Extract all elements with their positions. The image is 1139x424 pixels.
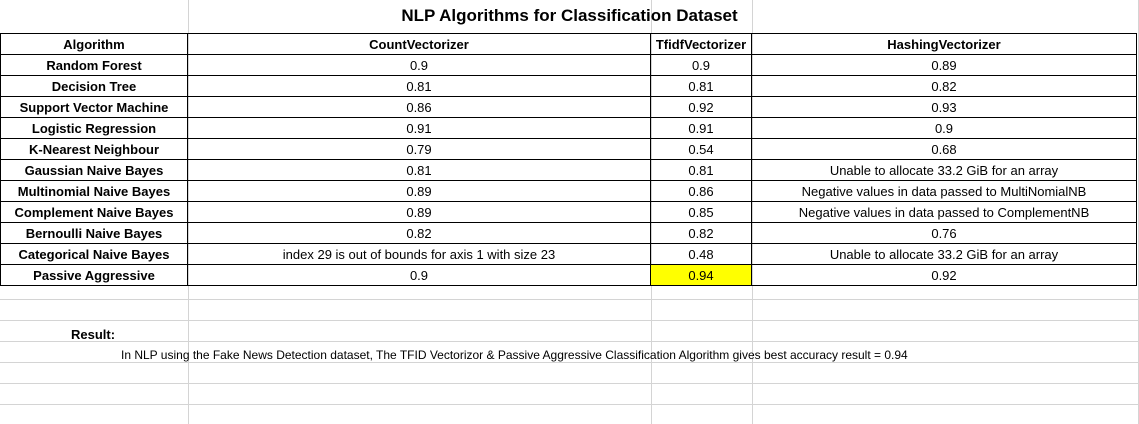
hashingvectorizer-cell[interactable]: 0.92: [751, 264, 1137, 286]
hashingvectorizer-cell[interactable]: Negative values in data passed to Comple…: [751, 201, 1137, 223]
countvectorizer-cell[interactable]: index 29 is out of bounds for axis 1 wit…: [187, 243, 651, 265]
table-row: Complement Naive Bayes 0.89 0.85 Negative v…: [0, 201, 1137, 223]
countvectorizer-cell[interactable]: 0.79: [187, 138, 651, 160]
tfidfvectorizer-cell[interactable]: 0.85: [650, 201, 752, 223]
algorithm-cell[interactable]: Passive Aggressive: [0, 264, 188, 286]
table-row: Bernoulli Naive Bayes 0.82 0.82 0.76: [0, 222, 1137, 244]
hashingvectorizer-cell[interactable]: 0.68: [751, 138, 1137, 160]
table-row: Categorical Naive Bayes index 29 is out o…: [0, 243, 1137, 265]
result-text: In NLP using the Fake News Detection dat…: [121, 348, 908, 362]
table-row: Logistic Regression 0.91 0.91 0.9: [0, 117, 1137, 139]
algorithm-cell[interactable]: Support Vector Machine: [0, 96, 188, 118]
countvectorizer-cell[interactable]: 0.91: [187, 117, 651, 139]
table-row: K-Nearest Neighbour 0.79 0.54 0.68: [0, 138, 1137, 160]
grid-line: [0, 299, 1139, 300]
tfidfvectorizer-cell[interactable]: 0.54: [650, 138, 752, 160]
countvectorizer-cell[interactable]: 0.81: [187, 159, 651, 181]
hashingvectorizer-cell[interactable]: Unable to allocate 33.2 GiB for an array: [751, 159, 1137, 181]
algorithm-cell[interactable]: Gaussian Naive Bayes: [0, 159, 188, 181]
algorithm-cell[interactable]: Multinomial Naive Bayes: [0, 180, 188, 202]
table-row: Support Vector Machine 0.86 0.92 0.93: [0, 96, 1137, 118]
tfidfvectorizer-cell[interactable]: 0.9: [650, 54, 752, 76]
countvectorizer-cell[interactable]: 0.86: [187, 96, 651, 118]
tfidfvectorizer-cell[interactable]: 0.82: [650, 222, 752, 244]
hashingvectorizer-cell[interactable]: Unable to allocate 33.2 GiB for an array: [751, 243, 1137, 265]
hashingvectorizer-cell[interactable]: 0.9: [751, 117, 1137, 139]
tfidfvectorizer-cell[interactable]: 0.91: [650, 117, 752, 139]
header-countvectorizer[interactable]: CountVectorizer: [187, 33, 651, 55]
header-algorithm[interactable]: Algorithm: [0, 33, 188, 55]
table-row: Passive Aggressive 0.9 0.94 0.92: [0, 264, 1137, 286]
tfidfvectorizer-cell[interactable]: 0.86: [650, 180, 752, 202]
header-row: Algorithm CountVectorizer TfidfVectorize…: [0, 33, 1137, 55]
hashingvectorizer-cell[interactable]: 0.93: [751, 96, 1137, 118]
algorithm-cell[interactable]: Decision Tree: [0, 75, 188, 97]
hashingvectorizer-cell[interactable]: 0.89: [751, 54, 1137, 76]
grid-line: [0, 362, 1139, 363]
table-row: Random Forest 0.9 0.9 0.89: [0, 54, 1137, 76]
grid-line: [0, 404, 1139, 405]
table-row: Multinomial Naive Bayes 0.89 0.86 Negative …: [0, 180, 1137, 202]
algorithm-cell[interactable]: Bernoulli Naive Bayes: [0, 222, 188, 244]
algorithm-cell[interactable]: Categorical Naive Bayes: [0, 243, 188, 265]
tfidfvectorizer-cell[interactable]: 0.92: [650, 96, 752, 118]
countvectorizer-cell[interactable]: 0.81: [187, 75, 651, 97]
algorithm-cell[interactable]: K-Nearest Neighbour: [0, 138, 188, 160]
algorithm-cell[interactable]: Random Forest: [0, 54, 188, 76]
algorithm-cell[interactable]: Complement Naive Bayes: [0, 201, 188, 223]
countvectorizer-cell[interactable]: 0.89: [187, 180, 651, 202]
table-row: Decision Tree 0.81 0.81 0.82: [0, 75, 1137, 97]
result-label: Result:: [71, 327, 116, 342]
hashingvectorizer-cell[interactable]: 0.76: [751, 222, 1137, 244]
grid-line: [0, 320, 1139, 321]
tfidfvectorizer-cell[interactable]: 0.81: [650, 159, 752, 181]
grid-line: [0, 341, 1139, 342]
tfidfvectorizer-cell[interactable]: 0.94: [650, 264, 752, 286]
grid-line: [0, 383, 1139, 384]
table-row: Gaussian Naive Bayes 0.81 0.81 Unable to al…: [0, 159, 1137, 181]
countvectorizer-cell[interactable]: 0.9: [187, 264, 651, 286]
hashingvectorizer-cell[interactable]: Negative values in data passed to MultiN…: [751, 180, 1137, 202]
results-table: Algorithm CountVectorizer TfidfVectorize…: [0, 33, 1137, 286]
countvectorizer-cell[interactable]: 0.82: [187, 222, 651, 244]
sheet-title: NLP Algorithms for Classification Datase…: [401, 6, 738, 25]
tfidfvectorizer-cell[interactable]: 0.48: [650, 243, 752, 265]
header-tfidfvectorizer[interactable]: TfidfVectorizer: [650, 33, 752, 55]
header-hashingvectorizer[interactable]: HashingVectorizer: [751, 33, 1137, 55]
countvectorizer-cell[interactable]: 0.89: [187, 201, 651, 223]
algorithm-cell[interactable]: Logistic Regression: [0, 117, 188, 139]
tfidfvectorizer-cell[interactable]: 0.81: [650, 75, 752, 97]
hashingvectorizer-cell[interactable]: 0.82: [751, 75, 1137, 97]
countvectorizer-cell[interactable]: 0.9: [187, 54, 651, 76]
